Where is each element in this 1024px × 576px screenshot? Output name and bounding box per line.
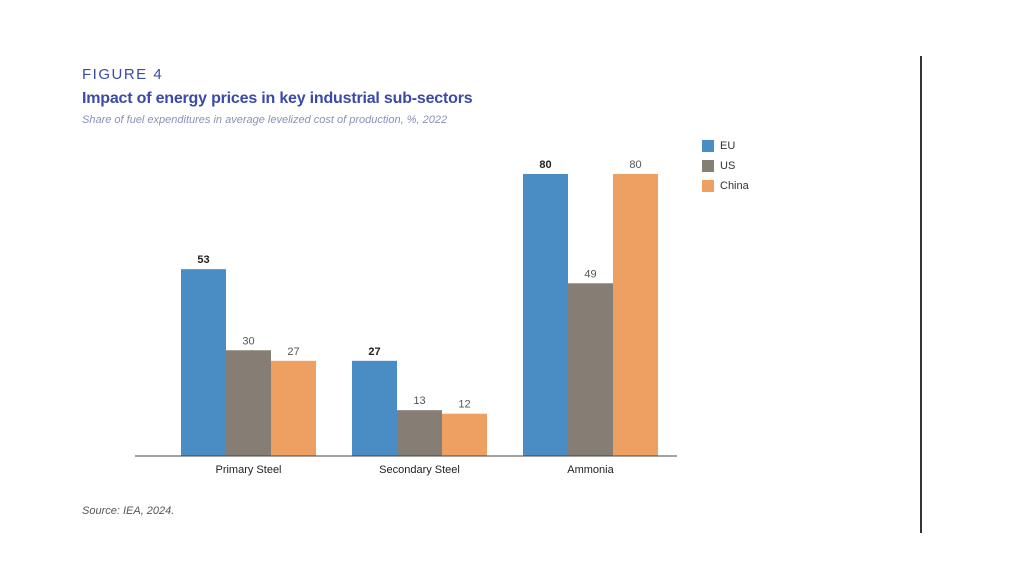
chart-subtitle: Share of fuel expenditures in average le… (82, 114, 448, 126)
data-label-secondary-steel-eu: 27 (368, 346, 380, 358)
bar-primary-steel-us (226, 350, 271, 456)
chart-title: Impact of energy prices in key industria… (82, 90, 473, 107)
data-label-secondary-steel-us: 13 (413, 395, 425, 407)
legend-item-eu: EU (702, 136, 749, 156)
legend-label-china: China (720, 180, 749, 192)
bar-secondary-steel-eu (352, 360, 397, 456)
bar-ammonia-us (568, 283, 613, 456)
source-note: Source: IEA, 2024. (82, 505, 175, 517)
data-label-primary-steel-china: 27 (287, 346, 299, 358)
page-divider (920, 56, 922, 533)
bar-ammonia-china (613, 174, 658, 456)
bar-ammonia-eu (523, 174, 568, 456)
category-label-ammonia: Ammonia (567, 464, 614, 476)
legend-swatch-us (702, 160, 714, 172)
bar-primary-steel-china (271, 360, 316, 456)
data-label-primary-steel-us: 30 (242, 335, 254, 347)
bar-secondary-steel-china (442, 413, 487, 456)
category-label-primary-steel: Primary Steel (215, 464, 281, 476)
data-label-secondary-steel-china: 12 (458, 399, 470, 411)
legend-label-eu: EU (720, 140, 736, 152)
bar-secondary-steel-us (397, 410, 442, 456)
data-label-ammonia-eu: 80 (539, 159, 551, 171)
bar-primary-steel-eu (181, 269, 226, 456)
legend-item-china: China (702, 176, 749, 196)
legend-swatch-eu (702, 140, 714, 152)
legend: EU US China (702, 136, 749, 196)
category-label-secondary-steel: Secondary Steel (379, 464, 460, 476)
legend-swatch-china (702, 180, 714, 192)
data-label-primary-steel-eu: 53 (197, 254, 209, 266)
data-label-ammonia-china: 80 (629, 159, 641, 171)
legend-item-us: US (702, 156, 749, 176)
figure-label: FIGURE 4 (82, 66, 164, 83)
data-label-ammonia-us: 49 (584, 268, 596, 280)
legend-label-us: US (720, 160, 736, 172)
